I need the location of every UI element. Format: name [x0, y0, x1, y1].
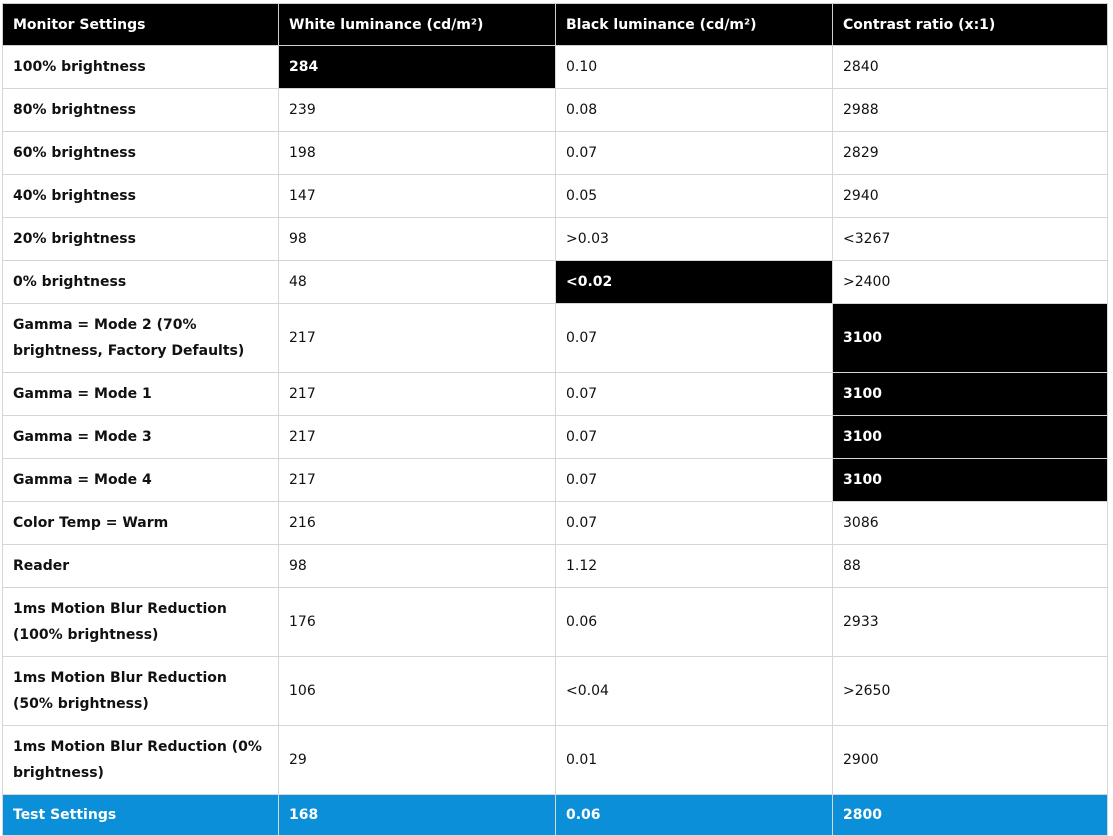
table-row: 40% brightness 147 0.05 2940	[2, 174, 1108, 218]
footer-contrast-ratio: 2800	[832, 794, 1108, 836]
contrast-ratio-cell: <3267	[832, 217, 1108, 261]
black-luminance-cell: 0.07	[555, 303, 833, 373]
table-row: 100% brightness 284 0.10 2840	[2, 45, 1108, 89]
row-label: Color Temp = Warm	[2, 501, 279, 545]
footer-black-luminance: 0.06	[555, 794, 833, 836]
footer-row: Test Settings 168 0.06 2800	[2, 794, 1108, 836]
table-row: 0% brightness 48 <0.02 >2400	[2, 260, 1108, 304]
contrast-ratio-cell: 3100	[832, 372, 1108, 416]
white-luminance-cell: 98	[278, 544, 556, 588]
row-label: Gamma = Mode 3	[2, 415, 279, 459]
white-luminance-cell: 176	[278, 587, 556, 657]
white-luminance-cell: 217	[278, 458, 556, 502]
black-luminance-cell: 1.12	[555, 544, 833, 588]
white-luminance-cell: 29	[278, 725, 556, 795]
monitor-settings-table: Monitor Settings White luminance (cd/m²)…	[2, 3, 1108, 836]
black-luminance-cell: <0.04	[555, 656, 833, 726]
row-label: Reader	[2, 544, 279, 588]
white-luminance-cell: 198	[278, 131, 556, 175]
white-luminance-cell: 106	[278, 656, 556, 726]
contrast-ratio-cell: >2650	[832, 656, 1108, 726]
table-row: 60% brightness 198 0.07 2829	[2, 131, 1108, 175]
row-label: 100% brightness	[2, 45, 279, 89]
row-label: 40% brightness	[2, 174, 279, 218]
row-label: 60% brightness	[2, 131, 279, 175]
white-luminance-cell: 239	[278, 88, 556, 132]
black-luminance-cell: 0.10	[555, 45, 833, 89]
table-row: Gamma = Mode 3 217 0.07 3100	[2, 415, 1108, 459]
row-label: 20% brightness	[2, 217, 279, 261]
table-row: 1ms Motion Blur Reduction (50% brightnes…	[2, 656, 1108, 726]
white-luminance-cell: 217	[278, 415, 556, 459]
white-luminance-cell: 217	[278, 303, 556, 373]
row-label: Gamma = Mode 1	[2, 372, 279, 416]
black-luminance-cell: 0.07	[555, 131, 833, 175]
header-white-luminance: White luminance (cd/m²)	[278, 3, 556, 46]
footer-white-luminance: 168	[278, 794, 556, 836]
footer-label: Test Settings	[2, 794, 279, 836]
white-luminance-cell: 216	[278, 501, 556, 545]
contrast-ratio-cell: 2940	[832, 174, 1108, 218]
contrast-ratio-cell: 3100	[832, 303, 1108, 373]
black-luminance-cell: 0.01	[555, 725, 833, 795]
table-row: 1ms Motion Blur Reduction (0% brightness…	[2, 725, 1108, 795]
contrast-ratio-cell: 2840	[832, 45, 1108, 89]
black-luminance-cell: <0.02	[555, 260, 833, 304]
black-luminance-cell: 0.08	[555, 88, 833, 132]
white-luminance-cell: 147	[278, 174, 556, 218]
white-luminance-cell: 48	[278, 260, 556, 304]
row-label: 1ms Motion Blur Reduction (100% brightne…	[2, 587, 279, 657]
contrast-ratio-cell: 3100	[832, 415, 1108, 459]
black-luminance-cell: 0.07	[555, 501, 833, 545]
row-label: 0% brightness	[2, 260, 279, 304]
black-luminance-cell: 0.07	[555, 372, 833, 416]
white-luminance-cell: 217	[278, 372, 556, 416]
table-row: Reader 98 1.12 88	[2, 544, 1108, 588]
black-luminance-cell: 0.05	[555, 174, 833, 218]
black-luminance-cell: 0.06	[555, 587, 833, 657]
contrast-ratio-cell: >2400	[832, 260, 1108, 304]
contrast-ratio-cell: 2829	[832, 131, 1108, 175]
row-label: Gamma = Mode 4	[2, 458, 279, 502]
table-row: Gamma = Mode 4 217 0.07 3100	[2, 458, 1108, 502]
table-row: Color Temp = Warm 216 0.07 3086	[2, 501, 1108, 545]
contrast-ratio-cell: 2900	[832, 725, 1108, 795]
table-row: 20% brightness 98 >0.03 <3267	[2, 217, 1108, 261]
table-row: 1ms Motion Blur Reduction (100% brightne…	[2, 587, 1108, 657]
contrast-ratio-cell: 2988	[832, 88, 1108, 132]
contrast-ratio-cell: 2933	[832, 587, 1108, 657]
black-luminance-cell: 0.07	[555, 458, 833, 502]
row-label: Gamma = Mode 2 (70% brightness, Factory …	[2, 303, 279, 373]
black-luminance-cell: >0.03	[555, 217, 833, 261]
table-row: 80% brightness 239 0.08 2988	[2, 88, 1108, 132]
row-label: 80% brightness	[2, 88, 279, 132]
white-luminance-cell: 98	[278, 217, 556, 261]
contrast-ratio-cell: 3100	[832, 458, 1108, 502]
header-monitor-settings: Monitor Settings	[2, 3, 279, 46]
row-label: 1ms Motion Blur Reduction (50% brightnes…	[2, 656, 279, 726]
white-luminance-cell: 284	[278, 45, 556, 89]
table-row: Gamma = Mode 1 217 0.07 3100	[2, 372, 1108, 416]
header-black-luminance: Black luminance (cd/m²)	[555, 3, 833, 46]
header-row: Monitor Settings White luminance (cd/m²)…	[2, 3, 1108, 46]
table-row: Gamma = Mode 2 (70% brightness, Factory …	[2, 303, 1108, 373]
black-luminance-cell: 0.07	[555, 415, 833, 459]
header-contrast-ratio: Contrast ratio (x:1)	[832, 3, 1108, 46]
row-label: 1ms Motion Blur Reduction (0% brightness…	[2, 725, 279, 795]
contrast-ratio-cell: 3086	[832, 501, 1108, 545]
contrast-ratio-cell: 88	[832, 544, 1108, 588]
